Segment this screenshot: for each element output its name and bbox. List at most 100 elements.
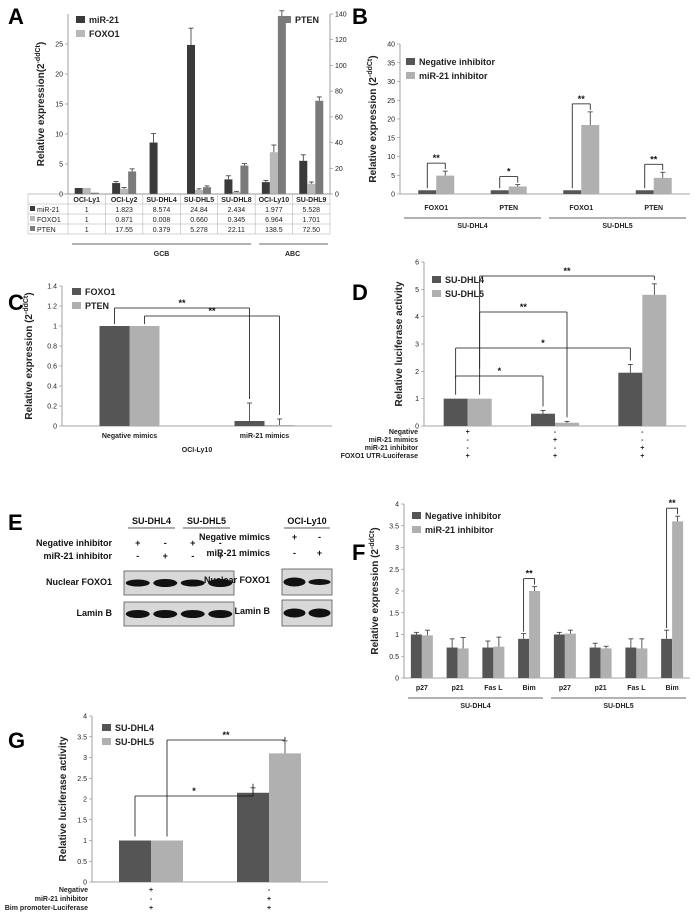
significance-label: ** xyxy=(222,730,230,740)
condition-cell: - xyxy=(641,437,644,444)
table-row-label: miR-21 xyxy=(37,207,60,214)
bar xyxy=(421,635,433,678)
bar xyxy=(642,294,667,426)
bar xyxy=(661,638,673,678)
legend-swatch xyxy=(406,58,415,65)
y2-tick-label: 60 xyxy=(335,114,343,121)
y-tick-label: 0 xyxy=(53,424,57,431)
row-cell: - xyxy=(293,548,296,558)
band-label: Nuclear FOXO1 xyxy=(46,577,112,587)
y-tick-label: 25 xyxy=(55,42,63,49)
bar xyxy=(467,398,492,426)
y-tick-label: 6 xyxy=(415,260,419,267)
y-tick-label: 35 xyxy=(387,60,395,67)
condition-cell: + xyxy=(149,887,153,894)
y-tick-label: 1.4 xyxy=(47,284,57,291)
bar xyxy=(82,188,91,194)
condition-cell: - xyxy=(466,445,469,452)
y-tick-label: 30 xyxy=(387,79,395,86)
y-tick-label: 15 xyxy=(55,102,63,109)
bar xyxy=(277,15,286,194)
column-header: SU-DHL4 xyxy=(132,516,171,526)
category-label: PTEN xyxy=(499,205,518,212)
blot-band xyxy=(125,610,150,618)
blot-band xyxy=(308,608,331,618)
condition-cell: + xyxy=(553,453,557,460)
legend-swatch xyxy=(72,288,81,295)
condition-cell: + xyxy=(466,429,470,436)
condition-label: Bim promoter-Luciferase xyxy=(5,905,88,912)
bar xyxy=(74,188,83,194)
condition-label: miR-21 mimics xyxy=(369,437,419,444)
bar xyxy=(529,591,541,678)
y-tick-label: 0 xyxy=(395,676,399,683)
row-cell: + xyxy=(292,532,297,542)
table-cell: 6.964 xyxy=(265,217,283,224)
legend-swatch xyxy=(102,724,111,731)
significance-label: * xyxy=(498,366,502,376)
y-tick-label: 10 xyxy=(55,132,63,139)
category-label: p27 xyxy=(416,685,428,692)
bar xyxy=(112,183,121,194)
blot-band xyxy=(125,579,150,587)
y-tick-label: 20 xyxy=(387,117,395,124)
table-cell: 0.008 xyxy=(153,217,171,224)
significance-label: ** xyxy=(208,306,216,316)
legend-swatch xyxy=(76,16,85,23)
bar xyxy=(240,165,249,194)
significance-label: ** xyxy=(526,569,534,579)
bar xyxy=(264,425,295,426)
y-tick-label: 0.5 xyxy=(389,654,399,661)
legend-swatch xyxy=(72,302,81,309)
bar xyxy=(418,190,437,194)
bar xyxy=(531,413,555,426)
row-cell: - xyxy=(219,538,222,548)
group-label: SU-DHL4 xyxy=(457,223,487,230)
condition-cell: - xyxy=(150,896,153,903)
bar xyxy=(128,171,137,194)
group-label: SU-DHL5 xyxy=(602,223,632,230)
bar xyxy=(151,840,183,882)
table-cell: 1 xyxy=(85,217,89,224)
condition-cell: - xyxy=(554,445,557,452)
row-cell: + xyxy=(135,538,140,548)
row-label: miR-21 mimics xyxy=(206,548,270,558)
panel-label: A xyxy=(8,4,24,29)
group-label: OCI-Ly10 xyxy=(182,447,213,454)
blot-band xyxy=(180,579,205,587)
legend-label: FOXO1 xyxy=(89,29,120,39)
legend-label: Negative inhibitor xyxy=(425,511,502,521)
table-row-label: FOXO1 xyxy=(37,217,61,224)
bar xyxy=(149,142,158,194)
legend-swatch xyxy=(282,16,291,23)
category-label: FOXO1 xyxy=(424,205,448,212)
category-label: Fas L xyxy=(484,685,503,692)
category-label: p21 xyxy=(595,685,607,692)
group-label: SU-DHL4 xyxy=(460,703,490,710)
y-tick-label: 1 xyxy=(83,838,87,845)
condition-cell: + xyxy=(149,905,153,912)
bar xyxy=(636,648,648,678)
y-tick-label: 3 xyxy=(395,545,399,552)
y-tick-label: 0 xyxy=(391,192,395,199)
y-tick-label: 25 xyxy=(387,98,395,105)
bar xyxy=(187,44,195,195)
category-label: Negative mimics xyxy=(102,433,157,440)
bar xyxy=(653,177,672,194)
row-cell: + xyxy=(218,551,223,561)
group-label: SU-DHL5 xyxy=(603,703,633,710)
y2-tick-label: 80 xyxy=(335,89,343,96)
condition-cell: + xyxy=(553,437,557,444)
table-swatch xyxy=(30,216,35,221)
bar xyxy=(493,646,505,678)
y2-tick-label: 40 xyxy=(335,140,343,147)
y-tick-label: 2 xyxy=(395,589,399,596)
category-label: OCI-Ly10 xyxy=(259,197,290,204)
y-tick-label: 15 xyxy=(387,135,395,142)
category-label: FOXO1 xyxy=(569,205,593,212)
y-tick-label: 1 xyxy=(53,324,57,331)
y-tick-label: 3 xyxy=(415,342,419,349)
legend-label: Negative inhibitor xyxy=(419,57,496,67)
category-label: Bim xyxy=(523,685,536,692)
